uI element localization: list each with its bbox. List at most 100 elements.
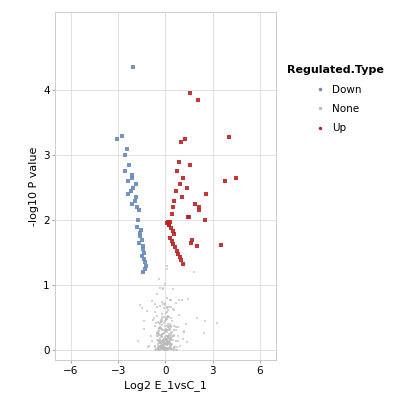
- Point: [181, 329, 188, 335]
- Point: [165, 338, 172, 345]
- Point: [161, 330, 167, 336]
- Point: [165, 313, 172, 320]
- Point: [161, 336, 167, 342]
- Point: [165, 219, 171, 225]
- Point: [155, 332, 162, 339]
- Legend: Down, None, Up: Down, None, Up: [287, 65, 384, 133]
- Point: [160, 286, 166, 292]
- Point: [165, 333, 171, 340]
- X-axis label: Log2 E_1vsC_1: Log2 E_1vsC_1: [124, 380, 207, 391]
- Point: [171, 198, 177, 204]
- Point: [126, 162, 132, 168]
- Point: [184, 214, 191, 220]
- Point: [158, 340, 164, 346]
- Point: [170, 204, 177, 210]
- Point: [161, 344, 167, 351]
- Point: [167, 340, 173, 347]
- Point: [165, 344, 171, 351]
- Point: [156, 328, 162, 334]
- Point: [191, 269, 197, 275]
- Point: [161, 338, 167, 345]
- Point: [160, 346, 166, 352]
- Point: [163, 345, 169, 352]
- Point: [175, 333, 181, 339]
- Point: [156, 276, 162, 282]
- Point: [171, 332, 177, 339]
- Point: [175, 324, 181, 331]
- Point: [160, 337, 166, 344]
- Point: [196, 207, 203, 214]
- Point: [155, 338, 161, 344]
- Point: [156, 340, 162, 347]
- Point: [164, 322, 170, 329]
- Point: [128, 188, 134, 194]
- Point: [167, 330, 174, 337]
- Point: [165, 327, 171, 334]
- Point: [158, 317, 164, 324]
- Point: [163, 310, 169, 316]
- Point: [169, 346, 175, 352]
- Point: [171, 344, 177, 350]
- Point: [167, 321, 173, 327]
- Point: [164, 339, 170, 346]
- Point: [233, 175, 240, 181]
- Point: [161, 320, 167, 326]
- Point: [179, 336, 186, 342]
- Point: [154, 337, 160, 343]
- Point: [129, 175, 136, 181]
- Point: [129, 201, 136, 207]
- Point: [171, 333, 178, 340]
- Point: [165, 347, 171, 353]
- Point: [167, 346, 173, 352]
- Point: [164, 346, 171, 352]
- Point: [160, 341, 167, 347]
- Point: [158, 326, 164, 332]
- Point: [161, 342, 167, 349]
- Point: [164, 341, 171, 347]
- Point: [163, 346, 169, 352]
- Point: [161, 330, 167, 336]
- Point: [160, 345, 166, 352]
- Point: [154, 304, 160, 310]
- Point: [163, 327, 169, 334]
- Point: [160, 339, 167, 346]
- Point: [171, 231, 177, 238]
- Point: [156, 338, 163, 345]
- Point: [178, 257, 184, 264]
- Point: [173, 326, 179, 333]
- Point: [162, 341, 168, 347]
- Point: [166, 345, 173, 352]
- Point: [156, 303, 163, 309]
- Point: [170, 241, 177, 248]
- Point: [164, 334, 171, 340]
- Point: [161, 343, 167, 350]
- Point: [158, 333, 164, 339]
- Point: [167, 344, 173, 351]
- Point: [141, 318, 147, 324]
- Point: [160, 343, 167, 350]
- Point: [161, 327, 167, 334]
- Point: [167, 323, 173, 329]
- Point: [136, 240, 143, 246]
- Point: [171, 345, 177, 352]
- Point: [159, 332, 165, 339]
- Point: [162, 302, 169, 308]
- Point: [178, 139, 184, 145]
- Point: [164, 339, 171, 345]
- Point: [184, 296, 191, 302]
- Point: [225, 134, 232, 140]
- Point: [136, 207, 142, 214]
- Point: [186, 214, 192, 220]
- Point: [160, 345, 166, 351]
- Point: [167, 234, 173, 241]
- Point: [159, 333, 165, 339]
- Point: [168, 315, 175, 321]
- Point: [158, 344, 164, 350]
- Point: [164, 327, 171, 333]
- Point: [160, 345, 166, 352]
- Point: [139, 304, 145, 311]
- Point: [162, 347, 169, 353]
- Point: [167, 346, 173, 352]
- Point: [158, 326, 165, 332]
- Point: [158, 322, 165, 328]
